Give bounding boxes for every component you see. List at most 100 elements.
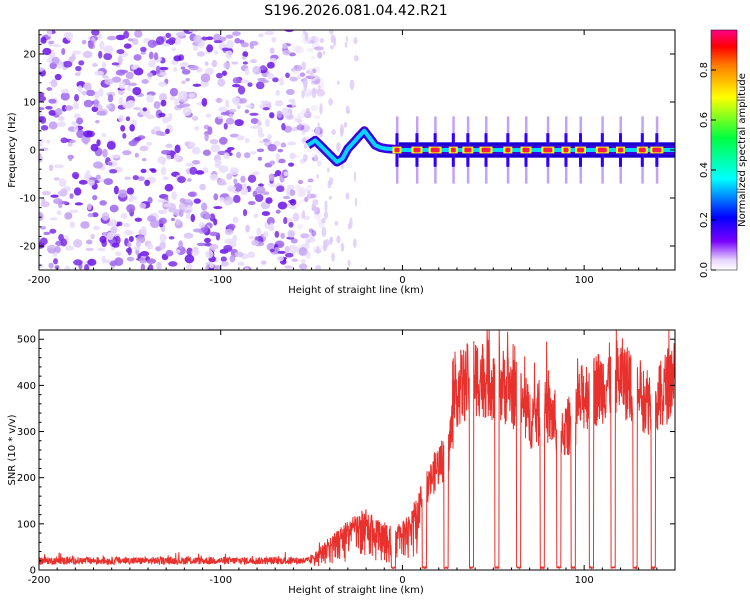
noise-blob [120, 213, 128, 219]
snr-xlabel: Height of straight line (km) [288, 585, 424, 596]
noise-blob [344, 121, 347, 129]
noise-blob [134, 136, 142, 142]
x-tick-label: -200 [28, 275, 51, 286]
noise-blob [353, 238, 357, 249]
noise-blob [93, 225, 100, 231]
noise-blob [273, 140, 281, 146]
noise-blob [106, 35, 117, 41]
noise-blob [147, 196, 153, 204]
noise-blob [267, 133, 272, 141]
noise-blob [289, 205, 297, 210]
noise-blob [281, 123, 286, 131]
noise-blob [288, 230, 295, 238]
noise-blob [131, 65, 138, 70]
noise-blob [236, 135, 245, 141]
x-tick-label: -100 [209, 275, 232, 286]
noise-blob [103, 178, 114, 185]
noise-blob [159, 233, 167, 243]
noise-blob [184, 254, 195, 264]
colorbar: 0.0 0.2 0.4 0.6 0.8 Normalized spectral ampl… [699, 29, 748, 278]
noise-blob [39, 95, 47, 102]
noise-blob [292, 212, 300, 222]
noise-blob [290, 154, 301, 159]
noise-blob [297, 179, 304, 185]
noise-blob [329, 44, 335, 50]
noise-blob [64, 265, 71, 270]
noise-blob [165, 154, 172, 160]
noise-blob [313, 154, 319, 162]
noise-blob [56, 121, 66, 128]
noise-blob [299, 158, 306, 164]
noise-blob [170, 217, 175, 222]
noise-blob [168, 37, 176, 42]
noise-blob [60, 92, 70, 101]
noise-blob [49, 217, 58, 221]
noise-blob [147, 39, 157, 49]
noise-blob [98, 50, 103, 59]
noise-blob [267, 182, 276, 187]
noise-blob [181, 80, 187, 85]
noise-blob [240, 42, 249, 48]
noise-blob [129, 124, 135, 132]
noise-blob [78, 179, 88, 185]
noise-blob [103, 52, 113, 61]
noise-blob [269, 112, 275, 119]
noise-blob [202, 149, 211, 156]
noise-blob [233, 194, 241, 204]
noise-blob [200, 73, 211, 83]
x-tick-label: 100 [575, 275, 594, 286]
noise-blob [69, 193, 74, 199]
noise-blob [277, 201, 288, 210]
noise-blob [269, 160, 276, 166]
noise-blob [153, 52, 159, 61]
noise-blob [186, 247, 193, 256]
noise-blob [62, 60, 73, 68]
noise-blob [178, 90, 188, 100]
noise-blob [194, 125, 200, 131]
noise-blob [188, 65, 199, 71]
noise-blob [156, 65, 161, 75]
noise-blob [126, 204, 136, 213]
noise-blob [135, 240, 142, 248]
hot-spot [597, 147, 607, 153]
figure-title: S196.2026.081.04.42.R21 [264, 3, 447, 19]
noise-blob [209, 243, 219, 250]
noise-blob [297, 74, 302, 80]
noise-blob [312, 245, 321, 254]
ridge-line [306, 128, 675, 164]
noise-blob [132, 38, 139, 46]
noise-blob [111, 62, 120, 66]
noise-blob [218, 106, 228, 112]
noise-blob [114, 257, 124, 266]
noise-blob [262, 191, 270, 196]
noise-blob [169, 96, 175, 101]
noise-blob [137, 176, 145, 182]
noise-blob [293, 118, 301, 122]
noise-blob [54, 265, 60, 270]
noise-blob [72, 101, 79, 110]
noise-blob [266, 61, 275, 69]
noise-blob [305, 107, 311, 114]
noise-blob [328, 30, 334, 35]
noise-blob [80, 221, 90, 229]
noise-blob [306, 47, 315, 53]
noise-blob [296, 202, 301, 208]
noise-blob [110, 226, 118, 234]
noise-blob [300, 233, 310, 239]
noise-blob [140, 51, 146, 55]
noise-blob [60, 238, 68, 247]
noise-blob [40, 225, 47, 230]
noise-blob [310, 105, 319, 112]
noise-blob [321, 217, 326, 224]
hot-spot [617, 147, 623, 153]
noise-blob [302, 77, 308, 88]
noise-blob [56, 210, 62, 216]
noise-blob [330, 236, 334, 244]
noise-blob [192, 159, 201, 165]
noise-blob [96, 247, 106, 252]
noise-blob [176, 104, 186, 109]
noise-blob [142, 107, 148, 112]
noise-blob [158, 217, 167, 225]
noise-blob [93, 161, 104, 169]
noise-blob [234, 38, 241, 44]
